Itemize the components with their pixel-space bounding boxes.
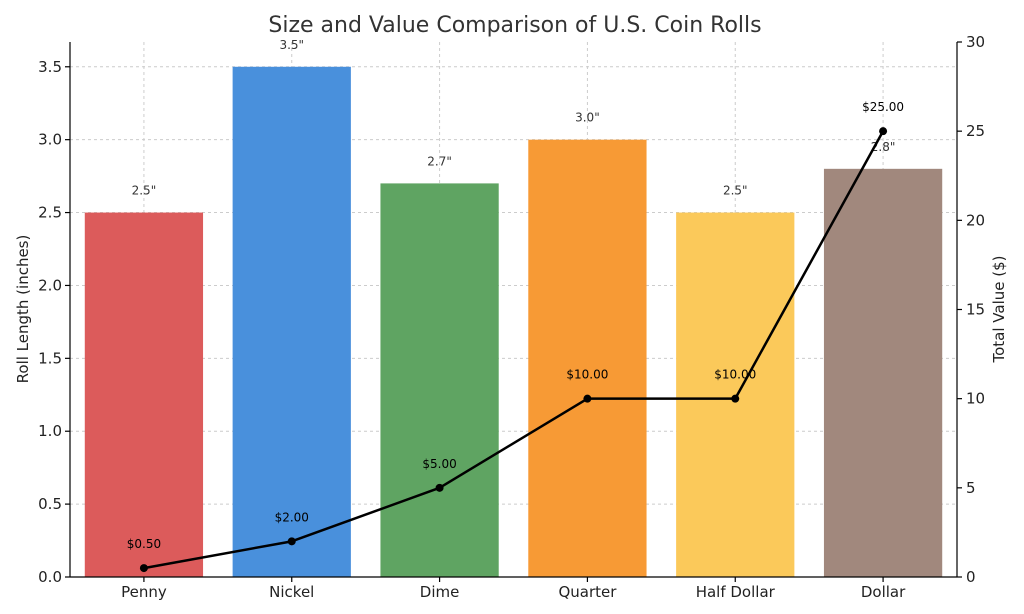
bar	[823, 168, 943, 577]
x-tick-label: Nickel	[269, 583, 314, 601]
line-value-label: $10.00	[566, 368, 608, 382]
bar-value-label: 3.5"	[279, 38, 304, 52]
x-tick-label: Dollar	[861, 583, 906, 601]
x-tick-label: Dime	[420, 583, 460, 601]
bar-value-label: 2.7"	[427, 154, 452, 168]
y-tick-label: 3.0	[38, 131, 62, 149]
y-tick-label: 2.5	[38, 204, 62, 222]
y2-tick-label: 25	[966, 122, 985, 140]
bar-value-label: 2.5"	[132, 184, 157, 198]
bar	[528, 139, 647, 578]
y2-axis-label: Total Value ($)	[990, 255, 1008, 363]
line-point	[731, 394, 740, 403]
x-tick-label: Quarter	[558, 583, 617, 601]
line-value-label: $5.00	[422, 457, 456, 471]
line-value-label: $2.00	[275, 510, 309, 524]
axes: 0.0 0.5 1.0 1.5 2.0 2.5 3.0 3.5 0 5 10 15 20 25 30 Penn…	[38, 33, 985, 601]
line-value-label: $25.00	[862, 100, 904, 114]
y2-tick-label: 30	[966, 33, 985, 51]
y-axis-label: Roll Length (inches)	[14, 235, 32, 384]
bar	[380, 183, 499, 578]
bars	[84, 66, 943, 578]
x-tick-label: Penny	[121, 583, 167, 601]
line-value-label: $10.00	[714, 368, 756, 382]
y2-tick-label: 5	[966, 479, 976, 497]
line-point	[879, 127, 888, 136]
y-tick-label: 0.5	[38, 495, 62, 513]
value-line-path	[143, 130, 885, 570]
y2-tick-label: 20	[966, 211, 985, 229]
line-point	[435, 483, 444, 492]
value-line: $0.50 $2.00 $5.00 $10.00 $10.00 $25.00	[127, 100, 904, 573]
bar-value-label: 3.0"	[575, 111, 600, 125]
y-tick-label: 0.0	[38, 568, 62, 586]
x-tick-label: Half Dollar	[696, 583, 776, 601]
bar	[84, 212, 204, 577]
y-tick-label: 2.0	[38, 276, 62, 294]
line-point	[287, 537, 296, 546]
chart-title: Size and Value Comparison of U.S. Coin R…	[268, 13, 761, 38]
line-value-label: $0.50	[127, 537, 161, 551]
y2-tick-label: 15	[966, 301, 985, 319]
y-tick-label: 1.0	[38, 422, 62, 440]
y2-tick-label: 10	[966, 390, 985, 408]
y2-tick-label: 0	[966, 568, 976, 586]
y-tick-label: 1.5	[38, 349, 62, 367]
line-point	[139, 564, 148, 573]
bar	[232, 66, 351, 577]
line-point	[583, 394, 592, 403]
bar-value-label: 2.5"	[723, 184, 748, 198]
y-tick-label: 3.5	[38, 58, 62, 76]
